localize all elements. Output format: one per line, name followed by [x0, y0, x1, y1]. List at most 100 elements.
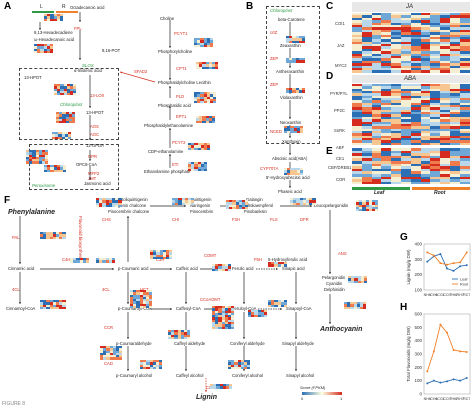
heatmap-cell [391, 107, 401, 110]
heatmap-cell [149, 301, 153, 304]
gene-pcyt1: PCYT1 [174, 31, 188, 36]
mini-heatmap [100, 346, 123, 360]
heatmap-cell [459, 22, 470, 25]
heatmap-cell [188, 166, 192, 169]
heatmap-cell [35, 152, 39, 155]
heatmap-cell [215, 66, 219, 69]
heatmap-cell [449, 91, 460, 94]
heatmap-cell [371, 86, 382, 89]
heatmap-cell [200, 92, 204, 95]
arrow-head [295, 337, 297, 339]
heatmap-cell [263, 310, 268, 313]
heatmap-cell [361, 88, 372, 92]
heatmap-cell [268, 302, 272, 305]
heatmap-row [212, 326, 235, 329]
heatmap-cell [205, 118, 209, 121]
heatmap-row [130, 296, 153, 300]
heatmap-cell [111, 202, 116, 205]
heatmap-cell [232, 206, 236, 210]
heatmap-cell [57, 86, 61, 89]
heatmap-cell [361, 13, 372, 16]
heatmap-cell [183, 332, 188, 335]
heatmap-cell [149, 292, 153, 295]
heatmap-cell [410, 39, 421, 42]
heatmap-row [352, 150, 470, 154]
heatmap-cell [361, 179, 372, 182]
heatmap-cell [400, 53, 411, 57]
heatmap-cell [440, 86, 450, 89]
heatmap-cell [171, 332, 175, 335]
heatmap-cell [359, 200, 363, 203]
heatmap-cell [449, 63, 460, 66]
heatmap-cell [371, 119, 382, 122]
heatmap-cell [274, 262, 278, 265]
heatmap-e [352, 148, 470, 185]
heatmap-cell [371, 105, 382, 108]
heatmap-cell [71, 121, 76, 124]
heatmap-row [168, 330, 191, 333]
heatmap-cell [215, 326, 219, 329]
heatmap-cell [62, 121, 66, 124]
mini-heatmap [26, 150, 49, 164]
heatmap-row [52, 136, 72, 139]
heatmap-cell [381, 133, 392, 136]
heatmap-cell [221, 324, 225, 327]
y-tick-label: 300 [414, 257, 422, 262]
heatmap-cell [292, 60, 296, 63]
heatmap-cell [184, 202, 188, 205]
heatmap-cell [440, 181, 450, 185]
heatmap-cell [410, 15, 421, 18]
heatmap-cell [361, 84, 372, 87]
arrow-head [185, 369, 187, 371]
heatmap-cell [41, 161, 46, 164]
heatmap-cell [391, 176, 401, 180]
heatmap-cell [197, 44, 201, 48]
heatmap-row [40, 300, 66, 303]
heatmap-cell [381, 109, 392, 113]
heatmap-cell [371, 39, 382, 42]
heatmap-cell [159, 254, 163, 257]
heatmap-cell [143, 362, 147, 365]
heatmap-cell [410, 163, 421, 167]
heatmap-cell [459, 153, 470, 156]
delphinidin: Delphinidin [324, 287, 345, 292]
heatmap-cell [221, 317, 225, 320]
mini-heatmap [44, 165, 67, 172]
heatmap-cell [420, 70, 431, 73]
root-bar [412, 187, 470, 190]
heatmap-cell [381, 179, 392, 182]
heatmap-cell [459, 70, 470, 73]
heatmap-cell [299, 170, 304, 173]
heatmap-cell [410, 173, 421, 177]
gene-c3h: C3H [156, 257, 165, 262]
heatmap-cell [381, 44, 392, 47]
heatmap-cell [420, 119, 431, 122]
heatmap-cell [430, 166, 441, 169]
heatmap-cell [459, 63, 470, 66]
heatmap-cell [410, 109, 421, 113]
heatmap-cell [459, 135, 470, 138]
heatmap-cell [55, 232, 60, 235]
heatmap-cell [459, 112, 470, 115]
heatmap-cell [271, 302, 275, 305]
heatmap-cell [45, 150, 49, 153]
heatmap-cell [64, 134, 68, 137]
heatmap-row [212, 319, 235, 323]
heatmap-cell [440, 15, 450, 18]
heatmap-cell [371, 53, 382, 57]
heatmap-cell [232, 200, 236, 203]
heatmap-cell [352, 171, 362, 174]
heatmap-cell [440, 133, 450, 136]
heatmap-cell [352, 100, 362, 103]
heatmap-cell [227, 322, 232, 325]
heatmap-cell [420, 137, 431, 141]
heatmap-cell [361, 142, 372, 145]
heatmap-cell [361, 126, 372, 129]
heatmap-cell [210, 384, 214, 387]
neoxanthin: Neoxanthin [280, 120, 302, 125]
p-coumaric-acid: p-Coumaric acid [118, 266, 149, 271]
heatmap-cell [227, 312, 232, 316]
heatmap-cell [208, 116, 212, 119]
heatmap-cell [290, 128, 294, 131]
heatmap-cell [430, 24, 441, 28]
